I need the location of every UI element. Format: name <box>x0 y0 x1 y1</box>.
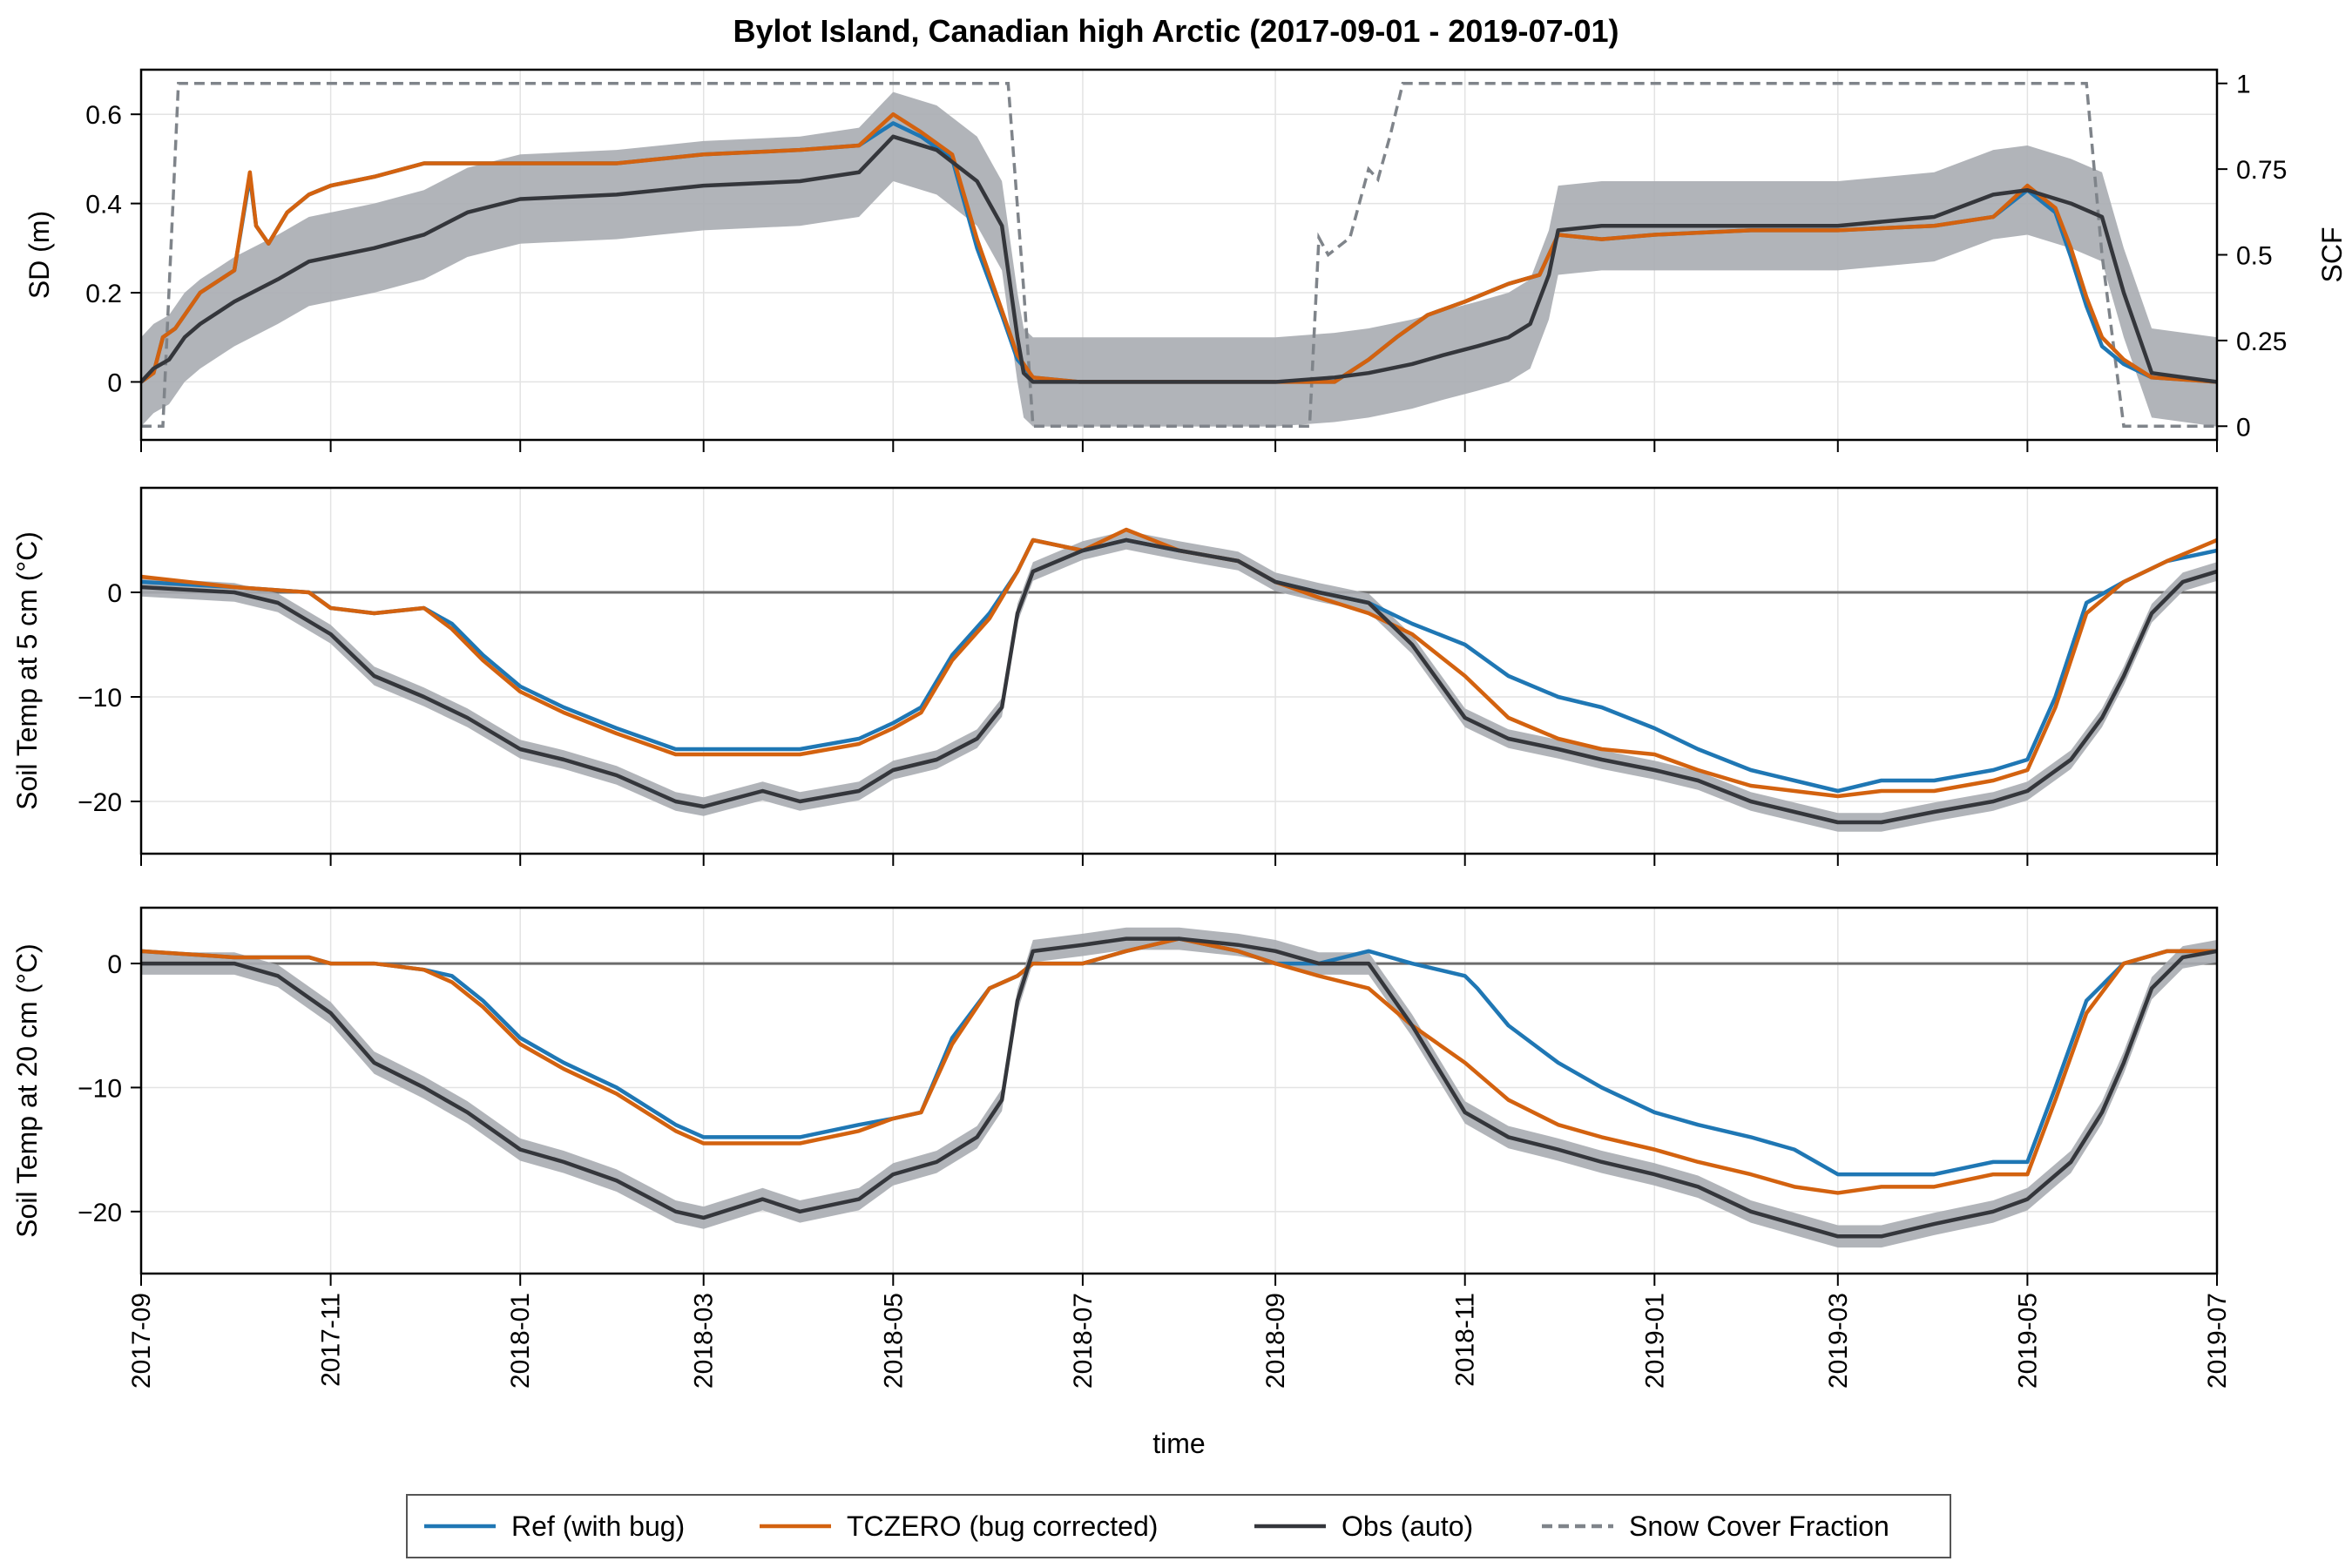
plot-data <box>141 927 2217 1248</box>
panel-soil-temp-5cm: −20 −10 0 Soil Temp at 5 cm (°C) <box>11 486 2219 866</box>
plot-data <box>141 527 2217 832</box>
left-tick-label: −10 <box>78 684 122 713</box>
legend-label: Obs (auto) <box>1342 1511 1473 1542</box>
left-axis: −20 −10 0 Soil Temp at 20 cm (°C) <box>11 943 141 1238</box>
bottom-axis <box>140 440 2218 452</box>
axes-frame <box>139 68 2219 442</box>
bottom-tick-label: 2018-11 <box>1451 1293 1480 1387</box>
obs-uncertainty-band <box>141 91 2217 427</box>
series-obs-auto <box>141 936 2217 1239</box>
bottom-tick-label: 2017-11 <box>317 1293 346 1387</box>
bottom-tick-label: 2019-05 <box>2013 1293 2042 1389</box>
left-tick-label: 0.2 <box>85 280 122 308</box>
axes-frame <box>139 906 2219 1275</box>
right-tick-label: 0.25 <box>2236 328 2287 356</box>
left-tick-label: −10 <box>78 1074 122 1103</box>
bottom-axis <box>140 854 2218 866</box>
right-axis: 0 0.25 0.5 0.75 1 SCF <box>2217 71 2348 442</box>
legend-item: Snow Cover Fraction <box>1542 1511 1889 1542</box>
legend-item: Obs (auto) <box>1254 1511 1473 1542</box>
obs-uncertainty-band <box>141 531 2217 832</box>
left-axis: 0 0.2 0.4 0.6 SD (m) <box>24 101 141 397</box>
panels: 0 0.25 0.5 0.75 1 SCF 0 0.2 0.4 0.6 SD (m) −20 −10 0 S… <box>11 68 2348 1459</box>
series-snow-cover-fraction <box>141 81 2217 429</box>
bottom-tick-label: 2019-01 <box>1640 1293 1669 1389</box>
left-tick-label: 0 <box>107 368 122 397</box>
left-tick-label: 0.4 <box>85 191 122 220</box>
legend-box <box>406 1494 1951 1558</box>
legend-item: Ref (with bug) <box>424 1511 685 1542</box>
bottom-tick-label: 2019-03 <box>1824 1293 1853 1389</box>
series-obs-auto <box>141 537 2217 825</box>
right-tick-label: 0 <box>2236 413 2251 442</box>
legend-label: TCZERO (bug corrected) <box>847 1511 1158 1542</box>
bottom-tick-label: 2018-03 <box>690 1293 719 1389</box>
legend-label: Ref (with bug) <box>511 1511 685 1542</box>
right-tick-label: 0.75 <box>2236 156 2287 185</box>
right-axis-title: SCF <box>2316 227 2348 283</box>
left-tick-label: 0 <box>107 579 122 608</box>
panel-snow-depth: 0 0.25 0.5 0.75 1 SCF 0 0.2 0.4 0.6 SD (m) <box>24 68 2348 452</box>
left-tick-label: −20 <box>78 788 122 817</box>
series-obs-auto <box>141 134 2217 384</box>
legend: Ref (with bug) TCZERO (bug corrected) Obs … <box>406 1494 1951 1558</box>
bottom-tick-label: 2018-05 <box>879 1293 908 1389</box>
left-axis-title: Soil Temp at 20 cm (°C) <box>11 943 43 1238</box>
left-axis-title: Soil Temp at 5 cm (°C) <box>11 531 43 810</box>
left-axis-title: SD (m) <box>24 211 55 299</box>
series-tczero-bug-corrected <box>141 527 2217 799</box>
series-ref-with-bug <box>141 537 2217 794</box>
left-tick-label: 0 <box>107 950 122 979</box>
bottom-tick-label: 2018-07 <box>1069 1293 1098 1389</box>
bottom-tick-label: 2017-09 <box>127 1293 156 1389</box>
right-tick-label: 1 <box>2236 71 2251 99</box>
bottom-axis: 2017-09 2017-11 2018-01 2018-03 2018-05 2018-… <box>127 1274 2232 1459</box>
left-tick-label: 0.6 <box>85 101 122 130</box>
axes-frame <box>139 486 2219 855</box>
bottom-tick-label: 2019-07 <box>2203 1293 2232 1389</box>
series-ref-with-bug <box>141 936 2217 1177</box>
series-tczero-bug-corrected <box>141 936 2217 1195</box>
left-axis: −20 −10 0 Soil Temp at 5 cm (°C) <box>11 531 141 817</box>
obs-uncertainty-band <box>141 927 2217 1248</box>
plot-data <box>141 81 2217 429</box>
right-tick-label: 0.5 <box>2236 242 2273 271</box>
bottom-tick-label: 2018-01 <box>506 1293 535 1389</box>
legend-item: TCZERO (bug corrected) <box>760 1511 1158 1542</box>
series-tczero-bug-corrected <box>141 112 2217 384</box>
chart-title: Bylot Island, Canadian high Arctic (2017… <box>733 13 1619 49</box>
left-tick-label: −20 <box>78 1199 122 1227</box>
legend-label: Snow Cover Fraction <box>1629 1511 1889 1542</box>
bottom-tick-label: 2018-09 <box>1261 1293 1290 1389</box>
x-axis-title: time <box>1152 1428 1205 1459</box>
